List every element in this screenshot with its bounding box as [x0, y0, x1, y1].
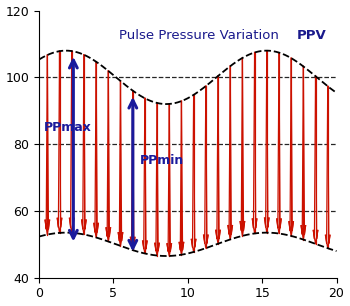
Text: PPV: PPV — [296, 29, 326, 42]
Text: PPmax: PPmax — [44, 121, 91, 134]
Text: PPmin: PPmin — [140, 154, 184, 167]
Text: Pulse Pressure Variation: Pulse Pressure Variation — [119, 29, 284, 42]
